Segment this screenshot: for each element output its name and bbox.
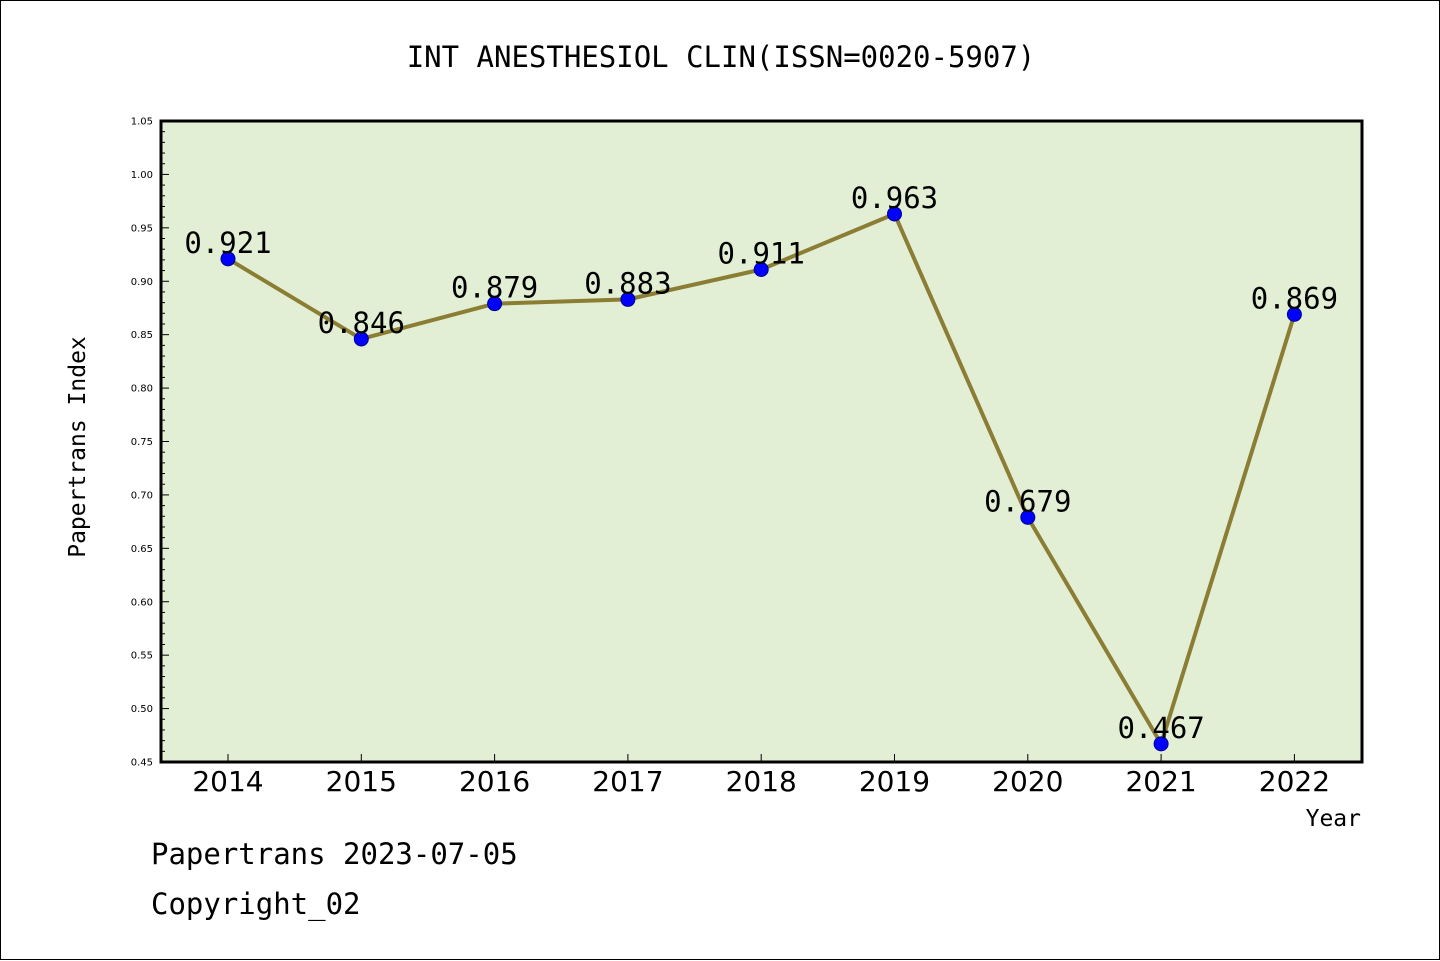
- y-tick-label: 1.05: [131, 117, 153, 128]
- source-date-text: Papertrans 2023-07-05: [151, 837, 518, 871]
- plot-border: [159, 119, 1364, 764]
- y-tick-label: 0.85: [131, 330, 153, 341]
- data-label: 0.921: [184, 226, 271, 260]
- data-point: [1020, 509, 1036, 525]
- data-label: 0.879: [451, 271, 538, 305]
- x-tick-label: 2020: [992, 765, 1063, 798]
- data-point: [220, 251, 236, 267]
- x-tick-label: 2022: [1259, 765, 1330, 798]
- y-tick-label: 0.45: [131, 758, 153, 769]
- data-point: [620, 291, 636, 307]
- x-tick-label: 2017: [592, 765, 663, 798]
- y-tick-label: 0.55: [131, 651, 153, 662]
- data-points: [220, 206, 1302, 752]
- data-label: 0.679: [984, 484, 1071, 518]
- x-axis-label: Year: [1306, 806, 1361, 832]
- y-tick-label: 0.80: [131, 384, 153, 395]
- data-point: [753, 261, 769, 277]
- y-tick-label: 0.90: [131, 277, 153, 288]
- y-tick-label: 0.75: [131, 437, 153, 448]
- x-tick-label: 2016: [459, 765, 530, 798]
- data-point: [887, 206, 902, 222]
- data-point: [487, 296, 503, 312]
- y-tick-label: 0.50: [131, 704, 153, 715]
- x-tick-label: 2018: [726, 765, 797, 798]
- plot-area: [161, 121, 1362, 762]
- x-axis: 2014 2015 2016 2017 2018 2019 2020 2021 2022: [192, 754, 1330, 798]
- x-tick-label: 2021: [1125, 765, 1196, 798]
- y-tick-label: 0.70: [131, 490, 153, 501]
- y-tick-label: 1.00: [131, 170, 153, 181]
- data-labels: 0.921 0.846 0.879 0.883 0.911 0.963 0.679 0.467…: [184, 181, 1338, 745]
- data-point: [353, 331, 369, 347]
- data-point: [1286, 306, 1302, 322]
- chart-title: INT ANESTHESIOL CLIN(ISSN=0020-5907): [407, 40, 1036, 74]
- y-tick-label: 0.60: [131, 597, 153, 608]
- data-label: 0.963: [851, 181, 938, 215]
- x-tick-label: 2019: [859, 765, 930, 798]
- y-tick-label: 0.95: [131, 223, 153, 234]
- data-label: 0.869: [1251, 281, 1338, 315]
- data-label: 0.911: [718, 236, 805, 270]
- y-tick-label: 0.65: [131, 544, 153, 555]
- data-label: 0.846: [318, 306, 405, 340]
- copyright-text: Copyright_02: [151, 887, 361, 921]
- x-tick-label: 2014: [192, 765, 263, 798]
- y-axis-label: Papertrans Index: [65, 336, 91, 558]
- data-point: [1153, 736, 1169, 752]
- data-label: 0.883: [584, 266, 671, 300]
- data-label: 0.467: [1117, 711, 1204, 745]
- x-tick-label: 2015: [326, 765, 397, 798]
